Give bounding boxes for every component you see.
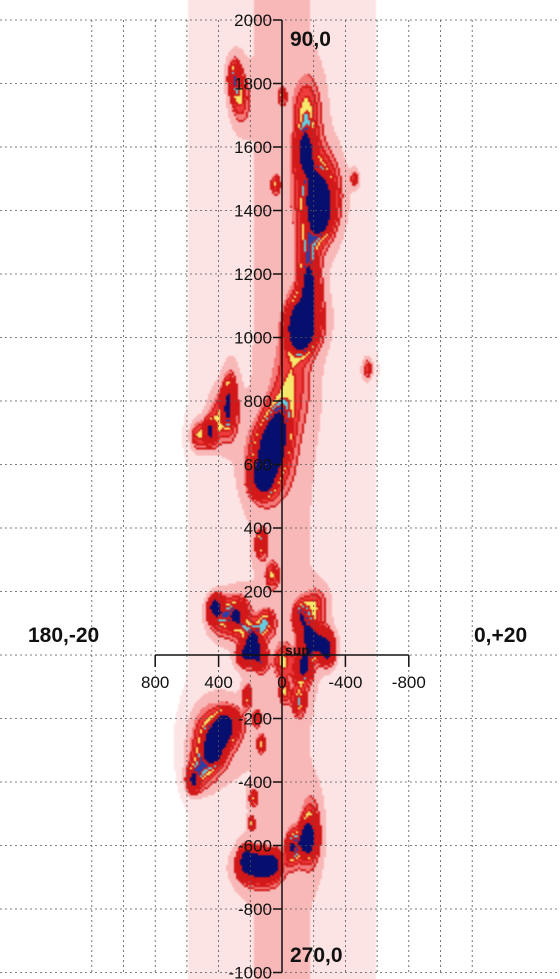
annotation-left: 180,-20 — [28, 624, 99, 647]
x-tick-label: -800 — [392, 673, 426, 692]
y-tick-label: -200 — [238, 710, 272, 729]
annotation-bottom: 270,0 — [290, 944, 343, 967]
y-tick-label: -400 — [238, 773, 272, 792]
y-tick-label: -600 — [238, 837, 272, 856]
y-tick-label: 200 — [244, 583, 272, 602]
annotation-top: 90,0 — [290, 28, 331, 51]
x-tick-label: 0 — [277, 673, 286, 692]
y-tick-label: 1200 — [234, 265, 272, 284]
y-tick-label: 1800 — [234, 75, 272, 94]
y-tick-label: 400 — [244, 519, 272, 538]
y-tick-label: -800 — [238, 900, 272, 919]
axes — [154, 19, 410, 974]
y-tick-label: 1600 — [234, 138, 272, 157]
y-tick-label: 800 — [244, 392, 272, 411]
x-tick-label: 800 — [141, 673, 169, 692]
x-tick-label: 400 — [204, 673, 232, 692]
annotation-sun: sun — [285, 642, 310, 658]
y-tick-label: -1000 — [229, 964, 272, 979]
tick-labels: -1000 -800 -600 -400 -200 200 400 600 800 1000 120… — [141, 11, 426, 979]
y-tick-label: 600 — [244, 456, 272, 475]
annotation-right: 0,+20 — [474, 624, 527, 647]
y-tick-label: 1000 — [234, 329, 272, 348]
x-tick-label: -400 — [328, 673, 362, 692]
y-tick-label: 2000 — [234, 11, 272, 30]
y-tick-label: 1400 — [234, 202, 272, 221]
